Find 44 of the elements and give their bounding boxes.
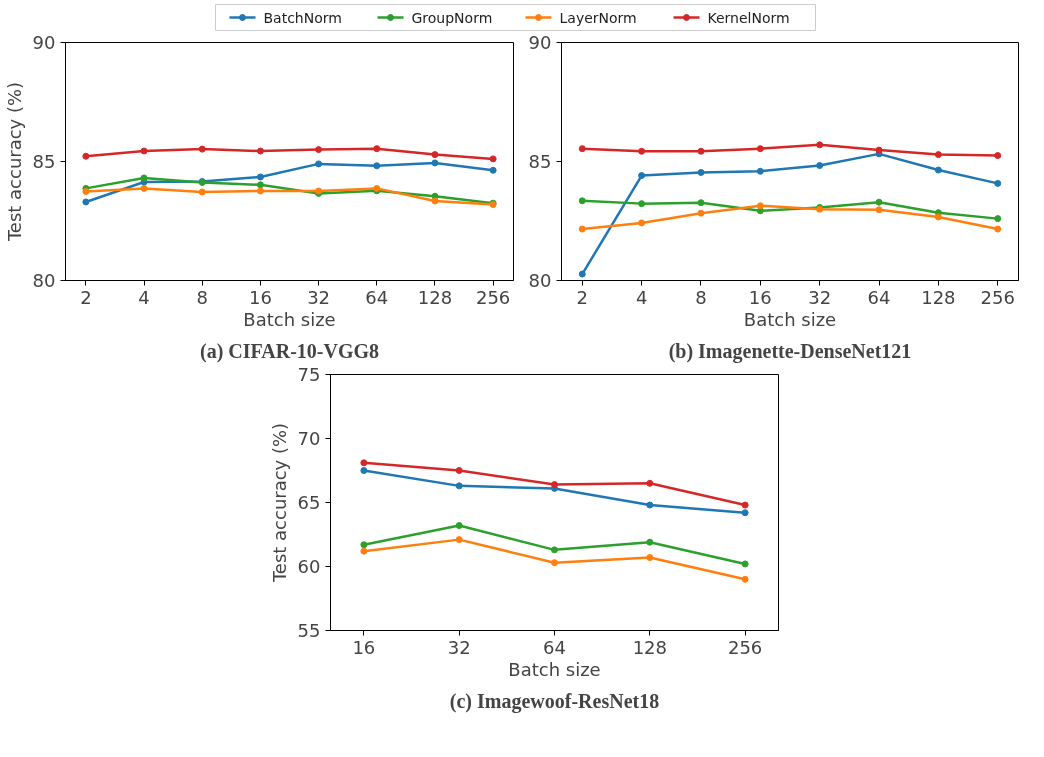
x-tick-label: 8 [196, 286, 208, 308]
y-tick-label: 90 [528, 32, 552, 53]
x-tick-label: 8 [695, 286, 707, 308]
legend-label: BatchNorm [263, 9, 342, 26]
x-tick-label: 256 [980, 286, 1015, 308]
y-tick-label: 60 [297, 556, 321, 577]
y-tick-label: 80 [528, 270, 552, 291]
x-tick-label: 16 [748, 286, 772, 308]
y-tick-label: 85 [528, 151, 552, 172]
x-tick-label: 2 [576, 286, 588, 308]
x-tick-label: 128 [632, 636, 667, 658]
x-tick-label: 4 [138, 286, 150, 308]
x-tick-label: 32 [447, 636, 471, 658]
legend-label: LayerNorm [559, 9, 637, 26]
x-tick-label: 2 [80, 286, 92, 308]
x-axis-title: Batch size [243, 308, 336, 330]
x-tick-label: 256 [475, 286, 511, 308]
y-tick-label: 65 [297, 492, 321, 513]
x-tick-label: 16 [248, 286, 272, 308]
x-tick-label: 64 [543, 636, 566, 658]
x-tick-label: 4 [635, 286, 648, 308]
x-tick-label: 32 [808, 286, 832, 308]
text: (a) CIFAR-10-VGG8 [199, 339, 380, 363]
text: (c) Imagewoof-ResNet18 [449, 689, 660, 713]
x-tick-label: 256 [727, 636, 763, 658]
y-axis-title: Test accuracy (%) [3, 81, 25, 243]
x-tick-label: 64 [365, 286, 389, 308]
y-tick-label: 90 [32, 32, 56, 53]
legend-label: KernelNorm [707, 9, 790, 26]
y-tick-label: 55 [297, 620, 321, 641]
x-tick-label: 16 [352, 636, 376, 658]
text: (b) Imagenette-DenseNet121 [668, 339, 912, 363]
x-tick-label: 128 [417, 286, 453, 308]
x-axis-title: Batch size [508, 658, 601, 680]
y-tick-label: 80 [32, 270, 56, 291]
y-tick-label: 75 [297, 364, 321, 385]
y-tick-label: 70 [297, 428, 321, 449]
x-tick-label: 128 [921, 286, 956, 308]
legend-label: GroupNorm [411, 9, 493, 26]
x-tick-label: 64 [867, 286, 891, 308]
x-tick-label: 32 [307, 286, 331, 308]
y-tick-label: 85 [32, 151, 56, 172]
y-axis-title: Test accuracy (%) [268, 422, 290, 584]
x-axis-title: Batch size [743, 308, 837, 330]
